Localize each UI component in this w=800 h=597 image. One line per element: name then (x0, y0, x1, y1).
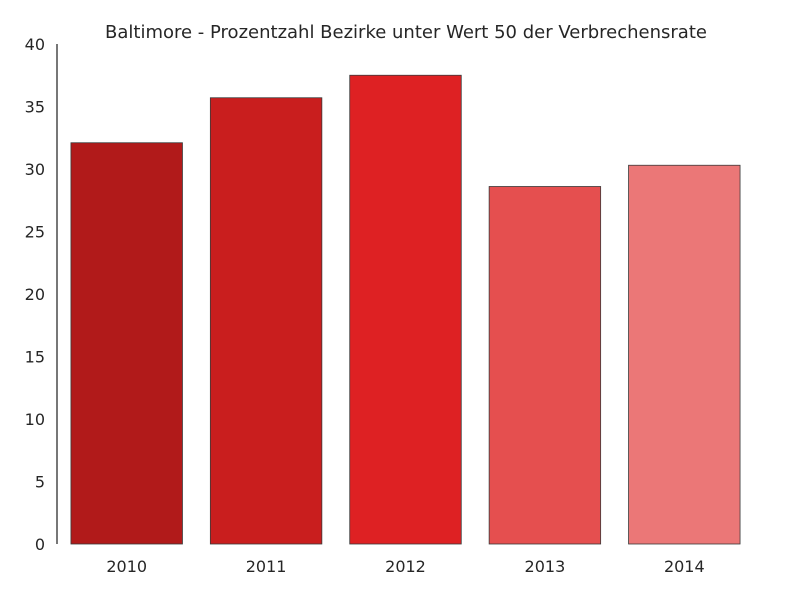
x-tick-label: 2012 (385, 557, 426, 576)
chart-title: Baltimore - Prozentzahl Bezirke unter We… (105, 22, 707, 43)
y-tick-label: 5 (35, 473, 45, 492)
y-tick-label: 15 (25, 348, 45, 367)
bar-2012 (349, 74, 462, 545)
y-tick-label: 30 (25, 160, 45, 179)
y-tick-label: 10 (25, 410, 45, 429)
y-axis-ticks: 0 5 10 15 20 25 30 35 40 (25, 35, 45, 554)
x-tick-label: 2014 (664, 557, 705, 576)
y-tick-label: 25 (25, 223, 45, 242)
bars-group (70, 74, 741, 545)
y-tick-label: 35 (25, 98, 45, 117)
bar-2011 (209, 97, 323, 545)
x-tick-label: 2011 (246, 557, 287, 576)
x-tick-label: 2010 (106, 557, 147, 576)
bar-2013 (488, 186, 602, 545)
y-tick-label: 40 (25, 35, 45, 54)
y-tick-label: 20 (25, 285, 45, 304)
x-axis-ticks: 2010 2011 2012 2013 2014 (106, 557, 704, 576)
bar-2010 (70, 142, 183, 545)
bar-2014 (628, 164, 741, 545)
y-tick-label: 0 (35, 535, 45, 554)
x-tick-label: 2013 (525, 557, 566, 576)
